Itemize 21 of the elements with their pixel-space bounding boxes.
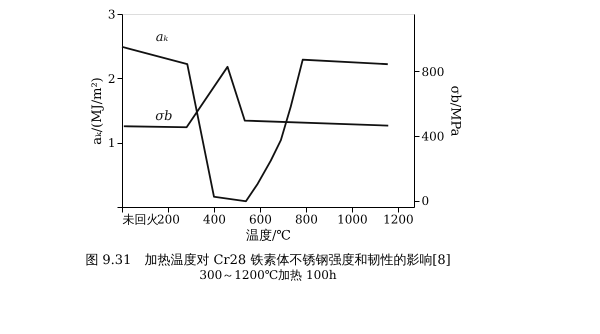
y2-tick-label: 800 [422,64,444,79]
y-tick-label: 3 [108,8,116,22]
x-tick-label: 400 [203,212,226,226]
y2-tick-label: 400 [422,129,444,144]
y-tick-label: 1 [108,136,116,150]
y2-tick-label: 0 [422,194,430,208]
x-tick-label: 1000 [337,212,368,226]
x-tick-label: 未回火 [122,212,158,226]
series-label: aₖ [156,30,168,45]
text: 300～1200℃加热 100h [199,268,337,282]
x-tick-label: 600 [249,212,272,226]
line-series [121,46,389,202]
x-tick-label: 800 [294,212,318,226]
x-tick-label: 200 [157,212,180,226]
y2-axis-title: σb/MPa [447,86,462,137]
y-axis-title: aₖ/(MJ/m²) [90,77,105,145]
y-tick-label: 2 [108,72,116,86]
x-tick-label: 1200 [383,212,414,226]
x-axis-title: 温度/℃ [246,228,291,244]
text: 图 9.31 加热温度对 Cr28 铁素体不锈钢强度和韧性的影响[8] [85,252,451,268]
series-label: σb [155,109,172,124]
